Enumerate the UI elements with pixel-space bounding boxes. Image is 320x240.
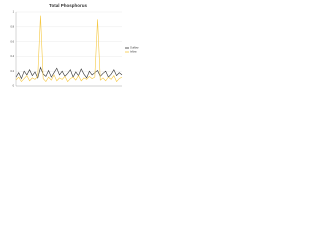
legend-label: Outflow <box>130 47 139 50</box>
legend-label: Inflow <box>130 51 137 54</box>
chart: Total Phosphorus 0 0.2 0.4 0.6 0.8 1 OutflowIn… <box>11 3 139 88</box>
y-tick-label: 0.4 <box>11 55 15 58</box>
y-tick-label: 0.2 <box>11 70 15 73</box>
y-tick-label: 0 <box>13 85 15 88</box>
chart-title: Total Phosphorus <box>49 3 87 8</box>
series-line <box>15 15 123 83</box>
series-line <box>15 66 123 80</box>
y-tick-label: 1 <box>13 11 15 14</box>
page: {"chart_data":{"type":"line","title":"To… <box>0 0 320 105</box>
y-tick-label: 0.6 <box>11 40 15 43</box>
y-tick-label: 0.8 <box>11 25 15 28</box>
